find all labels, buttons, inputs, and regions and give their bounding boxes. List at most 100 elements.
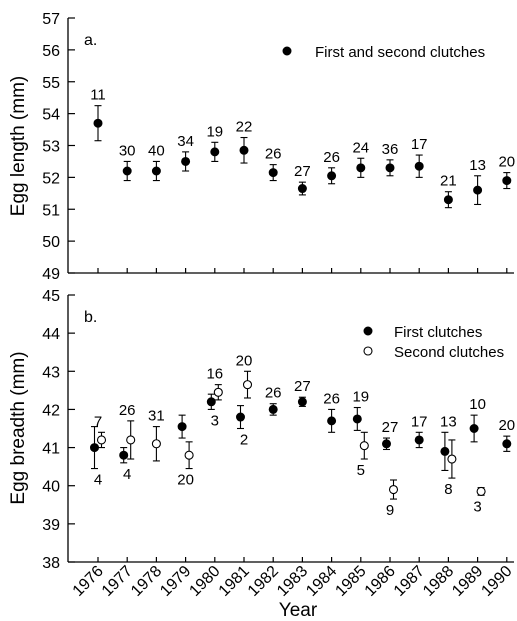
data-point-second-clutch <box>126 435 136 445</box>
sample-size-label: 20 <box>236 352 253 369</box>
x-tick-label-year: 1980 <box>186 563 223 600</box>
panel-a-y-tick-label: 50 <box>42 234 60 251</box>
x-tick-label-year: 1987 <box>391 563 428 600</box>
sample-size-label: 10 <box>469 396 486 413</box>
x-axis-label: Year <box>279 600 318 621</box>
sample-size-label: 17 <box>411 413 428 430</box>
sample-size-label: 16 <box>206 366 223 383</box>
sample-size-label: 19 <box>206 123 223 140</box>
data-point-first-clutch <box>122 166 132 176</box>
data-point-first-clutch <box>502 439 512 449</box>
sample-size-label: 20 <box>498 417 515 434</box>
panel-a-y-tick-label: 53 <box>42 139 60 156</box>
x-tick-label-year: 1990 <box>478 563 515 600</box>
panel-a-y-ticks: 49 50 51 52 53 54 55 56 57 <box>42 11 508 283</box>
data-point-first-clutch <box>502 176 512 186</box>
x-tick-label-year: 1982 <box>245 563 282 600</box>
panel-b: b. Egg breadth (mm) Year 383940414243444… <box>8 288 516 621</box>
data-point-second-clutch <box>476 486 486 496</box>
data-point-first-clutch <box>206 397 216 407</box>
panel-b-y-tick-label: 43 <box>42 364 60 381</box>
sample-size-label: 26 <box>323 390 340 407</box>
panel-a-legend-label: First and second clutches <box>315 44 485 61</box>
sample-size-label: 13 <box>440 413 457 430</box>
data-point-second-clutch <box>242 380 253 390</box>
sample-size-label: 22 <box>236 119 253 136</box>
x-tick-label-year: 1983 <box>274 563 311 600</box>
sample-size-label: 27 <box>294 378 311 395</box>
panel-b-y-axis-label: Egg breadth (mm) <box>8 351 29 504</box>
panel-b-y-tick-label: 38 <box>42 555 60 572</box>
panel-b-legend-marker-first <box>363 326 373 336</box>
data-point-first-clutch <box>297 397 307 407</box>
sample-size-label: 40 <box>148 142 165 159</box>
panel-a-y-tick-label: 56 <box>42 43 60 60</box>
sample-size-label: 30 <box>119 142 136 159</box>
panel-b-y-tick-label: 45 <box>42 288 60 305</box>
sample-size-label: 5 <box>357 462 365 479</box>
panel-a-y-tick-label: 52 <box>42 170 60 187</box>
sample-size-label: 24 <box>352 139 369 156</box>
panel-a-legend: First and second clutches <box>282 44 485 61</box>
data-point-second-clutch <box>151 439 161 449</box>
data-point-first-clutch <box>268 404 278 414</box>
data-point-second-clutch <box>388 484 399 495</box>
panel-a: a. Egg length (mm) 49 50 51 52 53 54 55 56 57 11… <box>8 11 515 283</box>
data-point-second-clutch <box>447 454 457 464</box>
sample-size-label: 4 <box>94 472 102 489</box>
data-point-first-clutch <box>177 422 187 432</box>
data-point-first-clutch <box>90 443 99 453</box>
data-point-first-clutch <box>327 171 337 181</box>
data-point-second-clutch <box>213 387 223 397</box>
data-point-first-clutch <box>119 450 129 460</box>
data-point-first-clutch <box>239 145 249 155</box>
panel-b-y-tick-label: 41 <box>42 441 60 458</box>
sample-size-label: 26 <box>265 385 282 402</box>
sample-size-label: 20 <box>498 154 515 171</box>
panel-a-y-axis-label: Egg length (mm) <box>8 76 29 216</box>
x-tick-label-year: 1977 <box>99 563 136 600</box>
sample-size-label: 8 <box>444 481 452 498</box>
panel-a-y-tick-label: 54 <box>42 107 60 124</box>
panel-b-y-tick-label: 44 <box>42 326 60 343</box>
data-point-first-clutch <box>327 416 337 426</box>
data-point-first-clutch <box>414 435 424 445</box>
data-point-first-clutch <box>414 161 424 171</box>
data-point-first-clutch <box>151 166 161 176</box>
panel-b-y-tick-label: 39 <box>42 517 60 534</box>
panel-a-y-tick-label: 57 <box>42 11 60 28</box>
panel-b-y-tick-label: 40 <box>42 479 60 496</box>
panel-a-legend-marker-filled <box>282 46 292 56</box>
sample-size-label: 26 <box>119 402 136 419</box>
sample-size-label: 31 <box>148 408 165 425</box>
panel-a-label: a. <box>84 32 97 49</box>
data-point-first-clutch <box>236 412 245 422</box>
data-point-first-clutch <box>385 163 395 173</box>
sample-size-label: 26 <box>265 146 282 163</box>
panel-a-y-tick-label: 51 <box>42 202 60 219</box>
panel-b-legend-first-label: First clutches <box>394 324 482 341</box>
data-point-second-clutch <box>184 450 194 460</box>
data-point-first-clutch <box>356 163 366 173</box>
x-tick-label-year: 1981 <box>216 563 253 600</box>
data-point-first-clutch <box>443 195 453 205</box>
x-tick-label-year: 1978 <box>128 563 165 600</box>
data-point-first-clutch <box>473 185 483 195</box>
panel-b-legend-second-label: Second clutches <box>394 344 504 361</box>
panel-a-data-marks: 11 30 40 34 19 22 26 27 26 24 36 17 21 13 20 <box>90 87 515 209</box>
x-tick-label-year: 1976 <box>70 563 107 600</box>
sample-size-label: 4 <box>123 466 131 483</box>
data-point-first-clutch <box>93 118 103 128</box>
data-point-first-clutch <box>440 446 450 456</box>
data-point-first-clutch <box>382 439 391 449</box>
data-point-first-clutch <box>352 414 362 424</box>
data-point-second-clutch <box>96 435 107 445</box>
data-point-first-clutch <box>297 184 307 194</box>
sample-size-label: 9 <box>386 502 394 519</box>
panel-b-x-ticks: 1976197719781979198019811982198319841985… <box>70 563 516 600</box>
x-tick-label-year: 1989 <box>449 563 486 600</box>
data-point-first-clutch <box>268 168 278 178</box>
data-point-first-clutch <box>210 147 220 157</box>
